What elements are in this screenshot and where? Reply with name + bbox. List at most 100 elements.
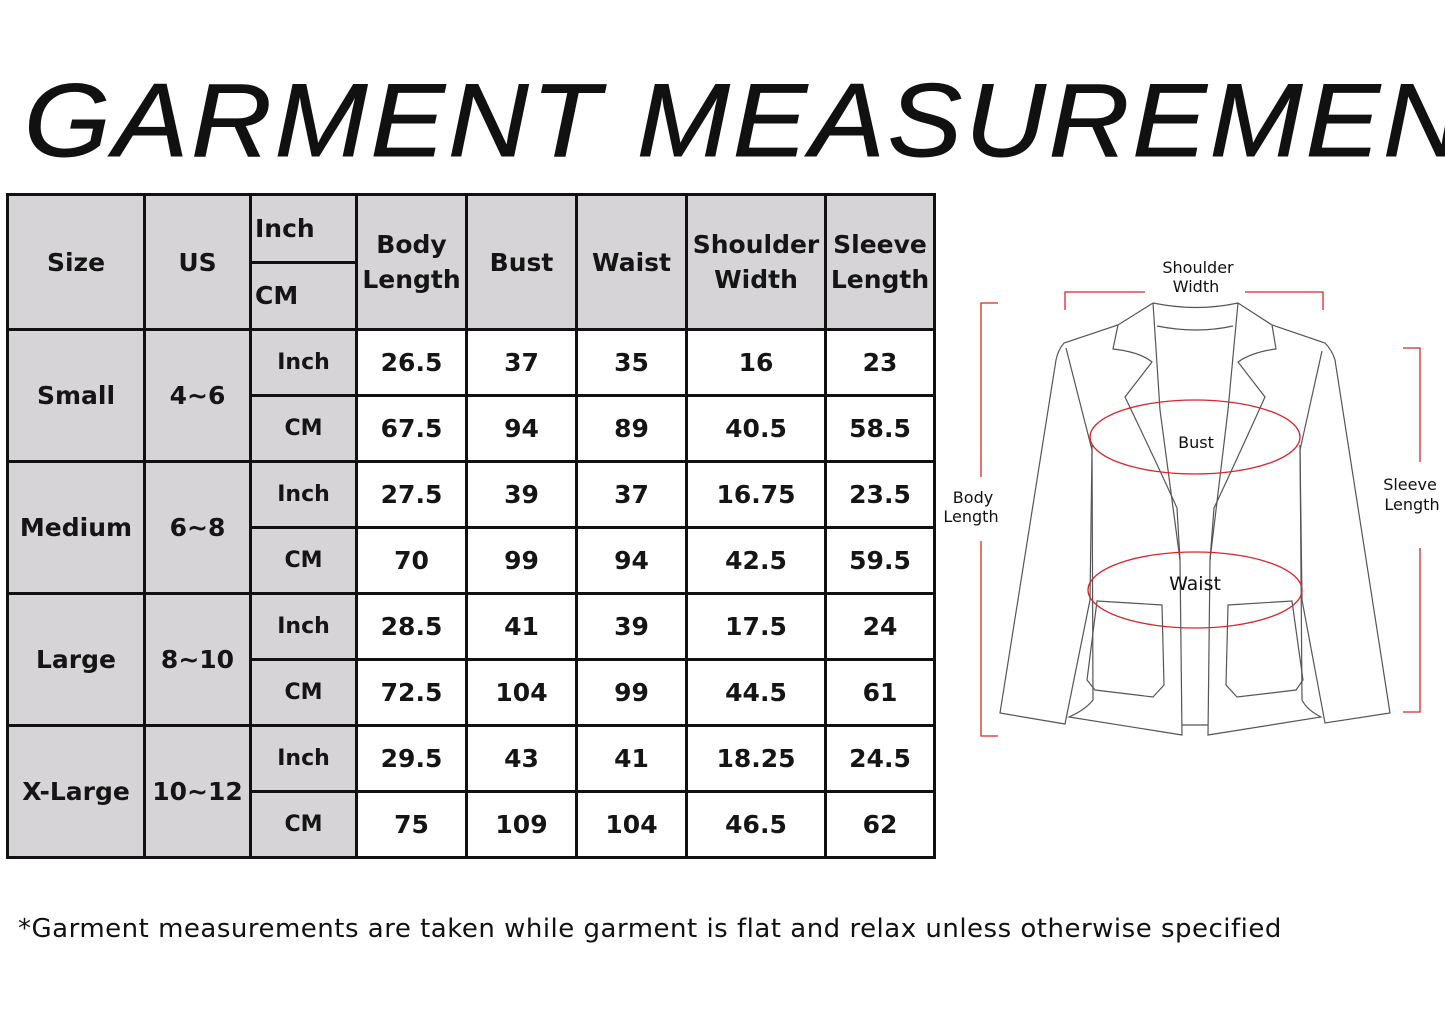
size-cell: X-Large: [6, 724, 146, 859]
header-waist: Waist: [575, 193, 688, 331]
table-row: Large 8~10 Inch 28.5 41 39 17.5 24: [6, 592, 936, 727]
unit-cell: CM: [249, 526, 358, 595]
size-cell: Medium: [6, 460, 146, 595]
value-cell: 41: [465, 592, 578, 661]
shoulder-label: Shoulder: [1162, 258, 1234, 277]
value-cell: 17.5: [685, 592, 827, 661]
value-cell: 23: [824, 328, 936, 397]
header-text: Length: [830, 265, 930, 294]
value-cell: 94: [465, 394, 578, 463]
body-length-bracket: [980, 302, 998, 737]
footnote: *Garment measurements are taken while ga…: [18, 914, 1282, 944]
value-cell: 24.5: [824, 724, 936, 793]
value-cell: 67.5: [355, 394, 468, 463]
table-body: Small 4~6 Inch 26.5 37 35 16 23 CM 67.5 94 89 40.5 58…: [6, 328, 936, 859]
sleeve-length-label: Sleeve: [1383, 475, 1437, 494]
value-cell: 16: [685, 328, 827, 397]
value-cell: 44.5: [685, 658, 827, 727]
jacket-outline: [999, 302, 1391, 736]
unit-cell: Inch: [249, 460, 358, 529]
value-cell: 26.5: [355, 328, 468, 397]
measurement-table: Size US Inch CM Body Length Bust Waist Sho…: [6, 193, 936, 859]
header-text: Shoulder: [692, 230, 820, 259]
unit-cell: CM: [249, 658, 358, 727]
sleeve-length-label: Length: [1384, 495, 1439, 514]
header-shoulder-width: Shoulder Width: [685, 193, 827, 331]
value-cell: 46.5: [685, 790, 827, 859]
sleeve-length-bracket: [1403, 347, 1421, 713]
bust-label: Bust: [1178, 433, 1214, 452]
header-text: Sleeve: [833, 230, 927, 259]
value-cell: 59.5: [824, 526, 936, 595]
unit-cell: CM: [249, 394, 358, 463]
size-cell: Large: [6, 592, 146, 727]
value-cell: 89: [575, 394, 688, 463]
value-cell: 109: [465, 790, 578, 859]
value-cell: 99: [575, 658, 688, 727]
header-unit: Inch CM: [249, 193, 358, 331]
unit-cell: Inch: [249, 592, 358, 661]
table-row: CM 67.5 94 89 40.5 58.5: [8, 394, 936, 463]
value-cell: 75: [355, 790, 468, 859]
us-size-cell: 6~8: [143, 460, 252, 595]
unit-cell: Inch: [249, 328, 358, 397]
table-row: CM 72.5 104 99 44.5 61: [8, 658, 936, 727]
body-length-label: Length: [943, 507, 998, 526]
header-size: Size: [6, 193, 146, 331]
value-cell: 27.5: [355, 460, 468, 529]
value-cell: 72.5: [355, 658, 468, 727]
table-row: CM 70 99 94 42.5 59.5: [8, 526, 936, 595]
value-cell: 70: [355, 526, 468, 595]
value-cell: 18.25: [685, 724, 827, 793]
us-size-cell: 4~6: [143, 328, 252, 463]
header-sleeve-length: Sleeve Length: [824, 193, 936, 331]
unit-cell: CM: [249, 790, 358, 859]
page-title: GARMENT MEASUREMENTS: [23, 63, 1445, 180]
measurement-guides: [980, 291, 1421, 737]
header-unit-cm: CM: [255, 281, 299, 311]
value-cell: 37: [575, 460, 688, 529]
value-cell: 41: [575, 724, 688, 793]
value-cell: 24: [824, 592, 936, 661]
value-cell: 99: [465, 526, 578, 595]
table-row: CM 75 109 104 46.5 62: [8, 790, 936, 859]
value-cell: 28.5: [355, 592, 468, 661]
waist-label: Waist: [1169, 573, 1221, 595]
us-size-cell: 10~12: [143, 724, 252, 859]
value-cell: 62: [824, 790, 936, 859]
header-bust: Bust: [465, 193, 578, 331]
shoulder-label: Width: [1173, 277, 1219, 296]
table-row: Small 4~6 Inch 26.5 37 35 16 23: [6, 328, 936, 463]
bust-ellipse: [1089, 399, 1301, 475]
value-cell: 104: [465, 658, 578, 727]
table-row: Medium 6~8 Inch 27.5 39 37 16.75 23.5: [6, 460, 936, 595]
value-cell: 35: [575, 328, 688, 397]
value-cell: 29.5: [355, 724, 468, 793]
header-text: Body: [376, 230, 447, 259]
value-cell: 16.75: [685, 460, 827, 529]
header-body-length: Body Length: [355, 193, 468, 331]
unit-cell: Inch: [249, 724, 358, 793]
size-cell: Small: [6, 328, 146, 463]
value-cell: 61: [824, 658, 936, 727]
value-cell: 43: [465, 724, 578, 793]
value-cell: 23.5: [824, 460, 936, 529]
value-cell: 104: [575, 790, 688, 859]
value-cell: 39: [465, 460, 578, 529]
header-us: US: [143, 193, 252, 331]
value-cell: 58.5: [824, 394, 936, 463]
value-cell: 37: [465, 328, 578, 397]
value-cell: 94: [575, 526, 688, 595]
value-cell: 42.5: [685, 526, 827, 595]
header-text: Length: [362, 265, 461, 294]
us-size-cell: 8~10: [143, 592, 252, 727]
header-unit-inch: Inch: [252, 196, 355, 264]
header-text: Width: [714, 265, 798, 294]
table-header-row: Size US Inch CM Body Length Bust Waist Sho…: [6, 193, 936, 331]
table-row: X-Large 10~12 Inch 29.5 43 41 18.25 24.5: [6, 724, 936, 859]
body-length-label: Body: [953, 488, 993, 507]
value-cell: 40.5: [685, 394, 827, 463]
waist-ellipse: [1087, 551, 1303, 629]
